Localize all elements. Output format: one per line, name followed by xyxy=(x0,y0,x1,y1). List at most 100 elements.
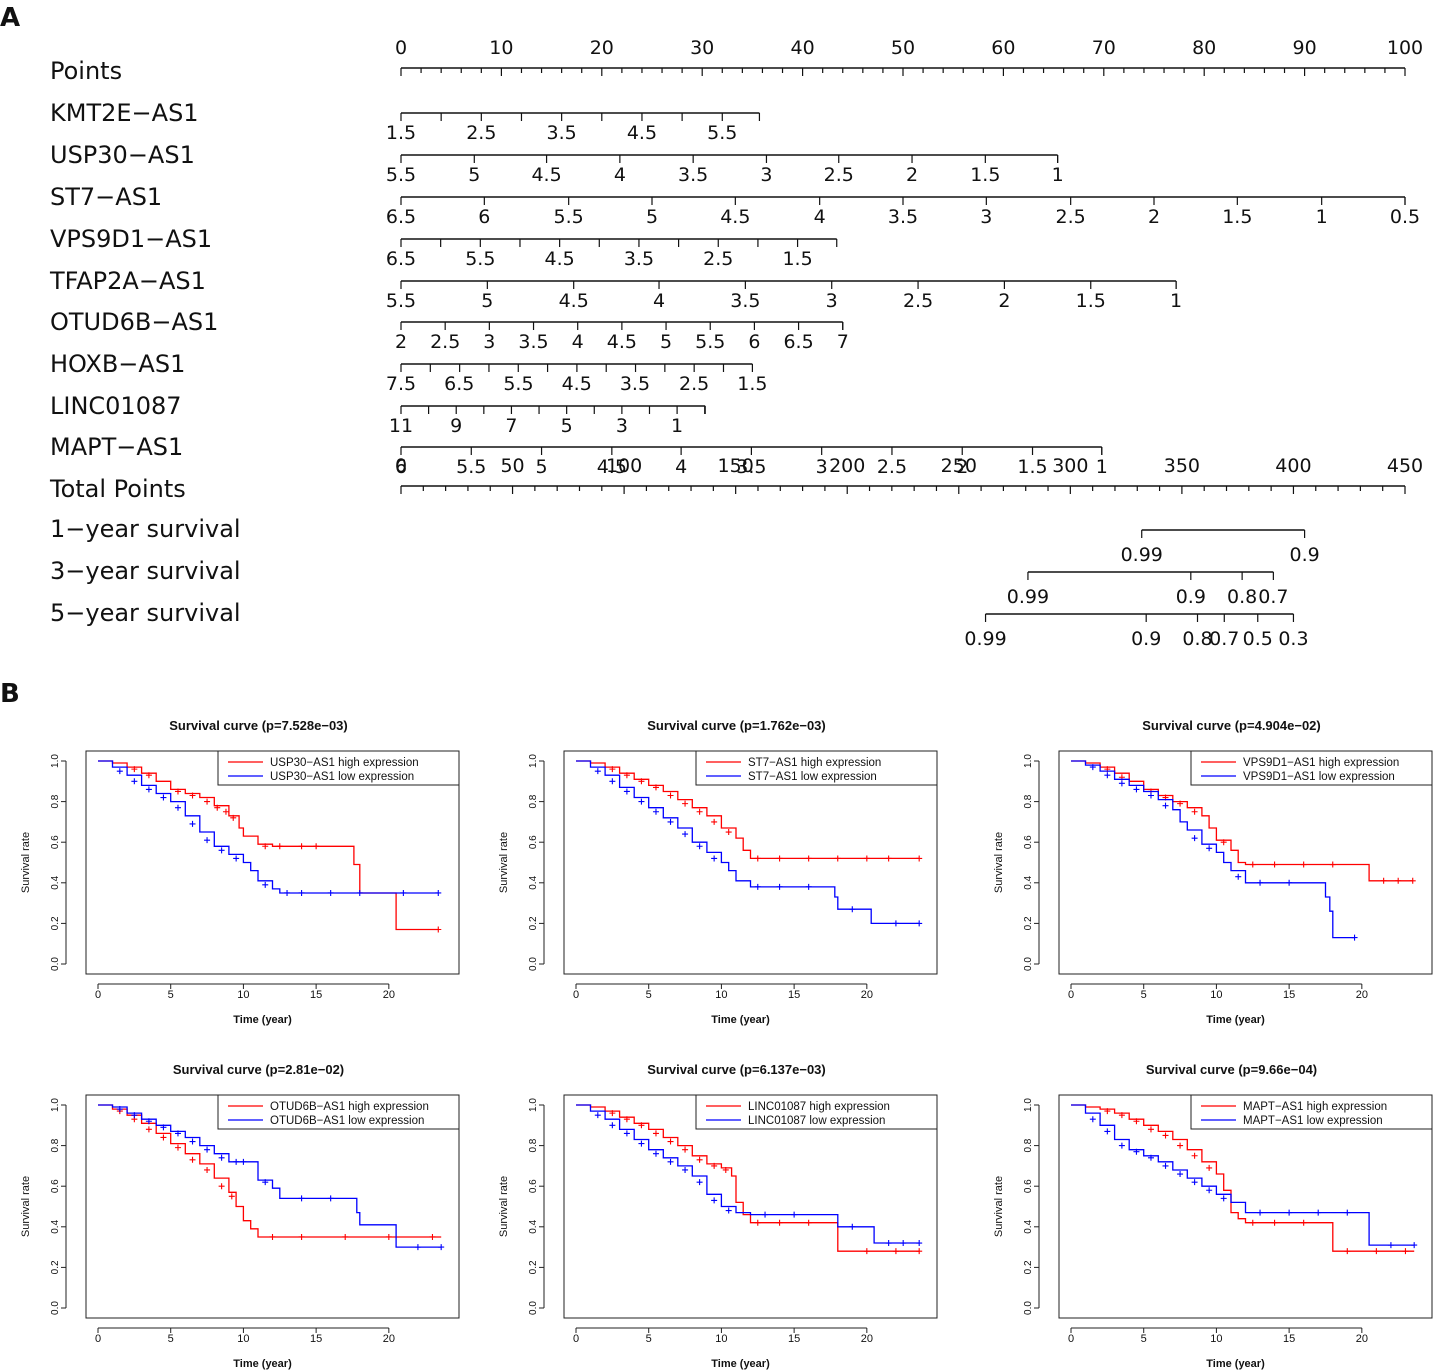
nomogram-label-row8: LINC01087 xyxy=(50,392,182,420)
nomogram-value-label: 1 xyxy=(1052,164,1064,186)
nomogram-label-row5: TFAP2A−AS1 xyxy=(49,267,206,295)
y-tick-label: 0.0 xyxy=(50,957,61,971)
x-tick-label: 5 xyxy=(646,1333,652,1345)
nomogram-value-label: 1.5 xyxy=(386,122,416,144)
y-tick-label: 0.2 xyxy=(50,916,61,930)
censor-mark xyxy=(1206,1187,1213,1194)
nomogram-survival-label: 0.9 xyxy=(1131,628,1161,650)
legend-entry: MAPT−AS1 low expression xyxy=(1243,1115,1383,1127)
censor-mark xyxy=(145,1118,152,1125)
censor-mark xyxy=(667,818,674,825)
nomogram-value-label: 6 xyxy=(748,331,760,353)
nomogram-value-label: 5 xyxy=(536,456,548,478)
x-tick-label: 10 xyxy=(237,1333,249,1345)
panel-b-label: B xyxy=(0,679,20,709)
censor-mark xyxy=(754,855,761,862)
nomogram-tick-label: 40 xyxy=(791,37,815,59)
censor-mark xyxy=(189,792,196,799)
nomogram-value-label: 4.5 xyxy=(627,122,657,144)
censor-mark xyxy=(754,883,761,890)
x-axis-label: Time (year) xyxy=(1206,1358,1265,1370)
nomogram-value-label: 5 xyxy=(660,331,672,353)
censor-mark xyxy=(269,1233,276,1240)
nomogram-tick-label: 150 xyxy=(718,455,754,477)
x-axis-label: Time (year) xyxy=(711,1358,770,1370)
nomogram-value-label: 6.5 xyxy=(386,206,416,228)
censor-mark xyxy=(1191,808,1198,815)
censor-mark xyxy=(1329,861,1336,868)
nomogram-value-label: 1 xyxy=(1170,290,1182,312)
y-axis-label: Survival rate xyxy=(993,1176,1005,1237)
x-tick-label: 20 xyxy=(1356,989,1368,1001)
censor-mark xyxy=(1133,1118,1140,1125)
nomogram-value-label: 7 xyxy=(505,415,517,437)
censor-mark xyxy=(667,792,674,799)
censor-mark xyxy=(916,1240,923,1247)
nomogram-tick-label: 0 xyxy=(395,37,407,59)
nomogram-survival-label: 0.7 xyxy=(1258,586,1288,608)
nomogram-value-label: 3.5 xyxy=(736,456,766,478)
censor-mark xyxy=(623,1116,630,1123)
censor-mark xyxy=(298,1233,305,1240)
nomogram-value-label: 4 xyxy=(614,164,626,186)
censor-mark xyxy=(189,1138,196,1145)
y-tick-label: 0.0 xyxy=(528,957,539,971)
nomogram-value-label: 1.5 xyxy=(737,373,767,395)
y-tick-label: 0.2 xyxy=(1023,1260,1034,1274)
nomogram-value-label: 4.5 xyxy=(545,248,575,270)
censor-mark xyxy=(776,855,783,862)
nomogram-value-label: 5.5 xyxy=(456,456,486,478)
nomogram-value-label: 3 xyxy=(816,456,828,478)
censor-mark xyxy=(1235,873,1242,880)
nomogram-value-label: 1.5 xyxy=(1076,290,1106,312)
censor-mark xyxy=(189,1156,196,1163)
legend-entry: VPS9D1−AS1 low expression xyxy=(1243,771,1395,783)
censor-mark xyxy=(228,1193,235,1200)
nomogram-tick-label: 70 xyxy=(1092,37,1116,59)
censor-mark xyxy=(313,843,320,850)
x-tick-label: 20 xyxy=(383,1333,395,1345)
censor-mark xyxy=(276,843,283,850)
x-tick-label: 15 xyxy=(310,989,322,1001)
censor-mark xyxy=(849,906,856,913)
censor-mark xyxy=(131,778,138,785)
censor-mark xyxy=(214,804,221,811)
nomogram-tick-label: 400 xyxy=(1275,455,1311,477)
nomogram-value-label: 2.5 xyxy=(679,373,709,395)
censor-mark xyxy=(638,1122,645,1129)
censor-mark xyxy=(1191,1152,1198,1159)
censor-mark xyxy=(160,1124,167,1131)
censor-mark xyxy=(805,855,812,862)
censor-mark xyxy=(696,843,703,850)
censor-mark xyxy=(652,808,659,815)
censor-mark xyxy=(1133,1148,1140,1155)
y-tick-label: 0.8 xyxy=(528,794,539,808)
censor-mark xyxy=(1249,861,1256,868)
censor-mark xyxy=(1344,1248,1351,1255)
legend-entry: ST7−AS1 low expression xyxy=(748,771,877,783)
censor-mark xyxy=(652,1130,659,1137)
censor-mark xyxy=(863,855,870,862)
censor-mark xyxy=(885,1240,892,1247)
y-tick-label: 0.8 xyxy=(1023,1138,1034,1152)
survival-plot-5: Survival curve (p=6.137e−03) 0 5 10 15 20 Time… xyxy=(498,1062,938,1370)
censor-mark xyxy=(1162,802,1169,809)
censor-mark xyxy=(594,768,601,775)
censor-mark xyxy=(776,883,783,890)
x-tick-label: 0 xyxy=(573,1333,579,1345)
censor-mark xyxy=(652,1150,659,1157)
censor-mark xyxy=(1191,1179,1198,1186)
legend-entry: USP30−AS1 low expression xyxy=(270,771,414,783)
censor-mark xyxy=(240,1158,247,1165)
nomogram-survival-label: 0.9 xyxy=(1289,544,1319,566)
nomogram-value-label: 5.5 xyxy=(465,248,495,270)
censor-mark xyxy=(623,788,630,795)
censor-mark xyxy=(1351,934,1358,941)
censor-mark xyxy=(754,1219,761,1226)
nomogram-tick-label: 100 xyxy=(606,455,642,477)
x-tick-label: 0 xyxy=(1068,1333,1074,1345)
legend-box xyxy=(1190,750,1433,786)
censor-mark xyxy=(1387,1242,1394,1249)
nomogram-tick-label: 450 xyxy=(1387,455,1423,477)
